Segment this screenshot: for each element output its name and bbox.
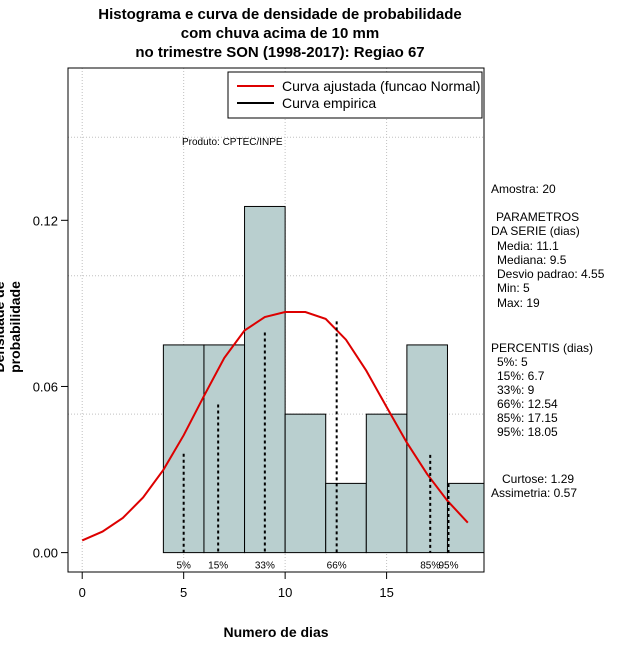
- assimetria: Assimetria: 0.57: [491, 486, 578, 500]
- x-tick-label: 5: [180, 585, 187, 600]
- percentile-label-2: 33%: [255, 561, 275, 572]
- params-header-2: DA SERIE (dias): [491, 224, 580, 238]
- histogram-bar-7: [446, 482, 485, 554]
- histogram-bar-6: [406, 344, 448, 554]
- chart-title-line-3: no trimestre SON (1998-2017): Regiao 67: [135, 44, 425, 61]
- param-min: Min: 5: [497, 281, 530, 295]
- params-header-1: PARAMETROS: [496, 210, 580, 224]
- percentile-markers: 5% 15% 33% 66% 85%95%: [176, 321, 459, 572]
- legend: Curva ajustada (funcao Normal) Curva emp…: [227, 71, 483, 119]
- percentile-66: 66%: 12.54: [497, 397, 558, 411]
- x-tick-label: 0: [79, 585, 86, 600]
- param-median: Mediana: 9.5: [497, 253, 567, 267]
- percentile-label-0: 5%: [176, 561, 191, 572]
- x-tick-label: 10: [278, 585, 292, 600]
- y-tick-label: 0.06: [33, 379, 58, 394]
- histogram-bar-5: [365, 413, 408, 554]
- percentile-15: 15%: 6.7: [497, 369, 545, 383]
- percentile-5: 5%: 5: [497, 355, 528, 369]
- percentile-33: 33%: 9: [497, 383, 535, 397]
- y-tick-label: 0.12: [33, 213, 58, 228]
- legend-box: [227, 71, 483, 119]
- param-max: Max: 19: [497, 296, 540, 310]
- percentile-label-5: 95%: [438, 561, 458, 572]
- histogram-bar-1: [203, 344, 246, 554]
- histogram-bars: [162, 205, 485, 554]
- y-axis-label: Densidade de probabilidade: [0, 281, 23, 373]
- normal-curve: [81, 311, 469, 542]
- percentiles-header: PERCENTIS (dias): [491, 341, 594, 355]
- param-std: Desvio padrao: 4.55: [497, 267, 605, 281]
- chart-title-line-1: Histograma e curva de densidade de proba…: [98, 6, 462, 23]
- x-axis-label: Numero de dias: [223, 624, 329, 640]
- y-tick-label: 0.00: [33, 546, 58, 561]
- legend-label-normal: Curva ajustada (funcao Normal): [282, 78, 480, 94]
- histogram-bar-3: [284, 413, 327, 554]
- percentile-label-3: 66%: [327, 561, 347, 572]
- axes: 0 5 10 15 0.00 0.06 0.12: [33, 213, 394, 600]
- percentile-85: 85%: 17.15: [497, 411, 558, 425]
- percentile-95: 95%: 18.05: [497, 425, 558, 439]
- percentile-label-1: 15%: [208, 561, 228, 572]
- producer-label: Produto: CPTEC/INPE: [182, 137, 283, 148]
- param-mean: Media: 11.1: [497, 239, 559, 253]
- percentile-label-4: 85%: [420, 561, 440, 572]
- sample-size: Amostra: 20: [491, 182, 556, 196]
- normal-curve-layer: [81, 311, 469, 542]
- x-tick-label: 15: [379, 585, 393, 600]
- chart-title-line-2: com chuva acima de 10 mm: [180, 25, 380, 42]
- curtose: Curtose: 1.29: [502, 472, 575, 486]
- legend-label-empirical: Curva empirica: [282, 95, 376, 111]
- histogram-bar-4: [325, 482, 367, 554]
